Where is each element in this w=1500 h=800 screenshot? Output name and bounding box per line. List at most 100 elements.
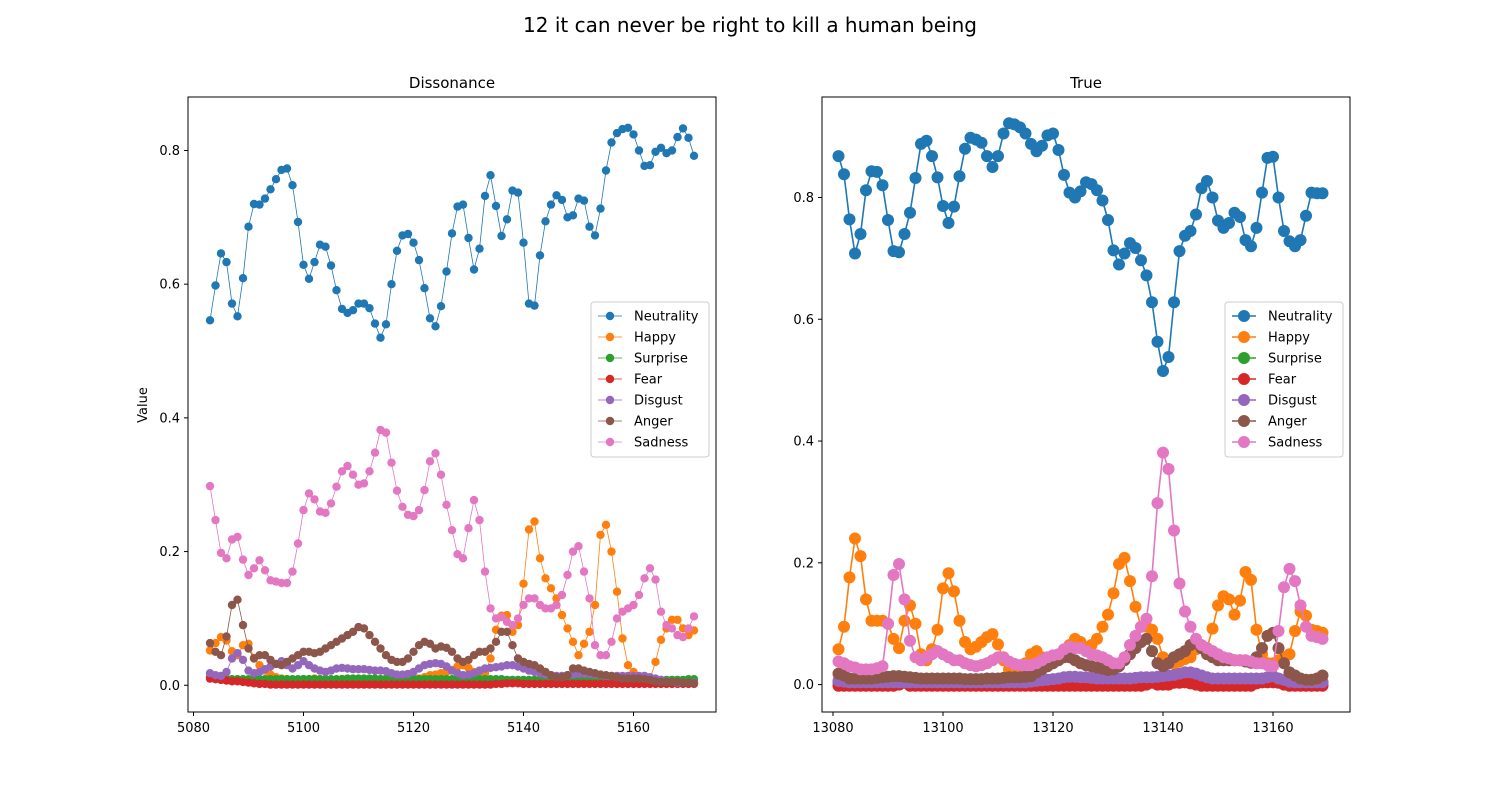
data-point-neutrality: [348, 306, 358, 315]
x-tick-label: 13160: [1252, 721, 1293, 736]
data-point-neutrality: [975, 136, 988, 149]
data-point-happy: [585, 627, 594, 636]
data-point-neutrality: [579, 196, 589, 205]
data-point-happy: [849, 532, 861, 545]
data-point-neutrality: [904, 206, 916, 219]
legend-label-fear: Fear: [1268, 373, 1297, 388]
data-point-neutrality: [321, 242, 330, 251]
legend-marker-sadness: [1238, 436, 1250, 448]
data-point-neutrality: [403, 229, 413, 239]
legend-label-disgust: Disgust: [634, 394, 683, 409]
data-point-neutrality: [1047, 127, 1059, 140]
data-point-disgust: [233, 649, 242, 658]
data-point-happy: [486, 654, 495, 663]
data-point-happy: [986, 628, 999, 641]
legend-label-neutrality: Neutrality: [634, 310, 699, 325]
data-point-neutrality: [959, 142, 971, 155]
data-point-neutrality: [673, 132, 682, 142]
data-point-anger: [376, 644, 385, 653]
data-point-happy: [568, 637, 578, 646]
data-point-neutrality: [425, 314, 435, 323]
y-tick-label: 0.6: [159, 278, 180, 293]
legend-label-sadness: Sadness: [634, 436, 688, 451]
data-point-sadness: [348, 470, 358, 479]
data-point-happy: [992, 638, 1004, 651]
data-point-neutrality: [502, 215, 512, 224]
data-point-anger: [689, 679, 699, 688]
plot-area: [205, 123, 699, 689]
data-point-neutrality: [629, 130, 638, 139]
data-point-neutrality: [409, 238, 418, 247]
data-point-neutrality: [420, 284, 429, 293]
data-point-neutrality: [326, 261, 336, 270]
data-point-anger: [365, 630, 374, 640]
data-point-anger: [1140, 632, 1153, 645]
data-point-anger: [447, 647, 457, 656]
data-point-sadness: [387, 458, 396, 467]
data-point-happy: [601, 520, 611, 529]
data-point-sadness: [420, 485, 429, 495]
data-point-happy: [590, 600, 600, 610]
data-point-anger: [359, 624, 369, 633]
data-point-neutrality: [1074, 185, 1087, 198]
data-point-anger: [409, 647, 418, 656]
data-point-sadness: [480, 567, 490, 576]
data-point-neutrality: [1206, 191, 1219, 204]
data-point-sadness: [398, 502, 407, 511]
panel-title: Dissonance: [409, 74, 495, 92]
data-point-sadness: [634, 590, 644, 600]
x-tick-label: 13120: [1032, 721, 1073, 736]
data-point-disgust: [238, 655, 248, 665]
data-point-neutrality: [359, 299, 369, 308]
data-point-happy: [937, 582, 949, 595]
data-point-neutrality: [678, 124, 688, 133]
data-point-neutrality: [926, 150, 938, 163]
data-point-anger: [1272, 642, 1285, 655]
data-point-sadness: [585, 594, 594, 603]
data-point-sadness: [1283, 562, 1296, 575]
data-point-happy: [563, 624, 572, 633]
data-point-happy: [651, 657, 660, 667]
data-point-neutrality: [937, 200, 949, 212]
y-tick-label: 0.2: [159, 545, 180, 560]
data-point-anger: [238, 620, 248, 630]
data-point-anger: [508, 641, 517, 650]
data-point-anger: [464, 655, 473, 665]
legend-label-anger: Anger: [634, 415, 673, 430]
x-tick-label: 13140: [1142, 721, 1183, 736]
data-point-sadness: [304, 489, 314, 498]
legend-label-happy: Happy: [634, 331, 676, 346]
data-point-sadness: [244, 570, 253, 580]
data-point-anger: [1316, 669, 1329, 682]
data-point-sadness: [574, 542, 583, 551]
data-point-neutrality: [1129, 242, 1142, 254]
data-point-sadness: [1168, 524, 1180, 537]
x-tick-label: 13100: [922, 721, 963, 736]
data-point-neutrality: [1234, 211, 1246, 223]
data-point-happy: [623, 661, 633, 670]
data-point-neutrality: [1135, 254, 1147, 267]
data-point-neutrality: [216, 249, 226, 258]
data-point-neutrality: [332, 286, 341, 295]
data-point-neutrality: [876, 179, 889, 192]
legend-label-anger: Anger: [1268, 415, 1307, 430]
data-point-neutrality: [1096, 194, 1109, 207]
legend-marker-sadness: [605, 437, 615, 447]
data-point-anger: [563, 671, 572, 680]
data-point-neutrality: [992, 150, 1004, 163]
data-point-sadness: [255, 556, 264, 565]
data-point-neutrality: [546, 200, 556, 209]
legend-label-sadness: Sadness: [1268, 436, 1322, 451]
data-point-neutrality: [882, 214, 894, 226]
data-point-neutrality: [1140, 269, 1153, 282]
data-point-neutrality: [623, 123, 633, 132]
data-point-sadness: [904, 634, 916, 647]
plot-area: [832, 117, 1329, 692]
data-point-neutrality: [920, 134, 933, 147]
data-point-happy: [1289, 625, 1301, 637]
data-point-sadness: [1294, 599, 1307, 612]
data-point-sadness: [1179, 605, 1191, 618]
data-point-happy: [519, 579, 528, 588]
x-tick-label: 5140: [507, 721, 540, 736]
data-point-happy: [1234, 594, 1246, 607]
